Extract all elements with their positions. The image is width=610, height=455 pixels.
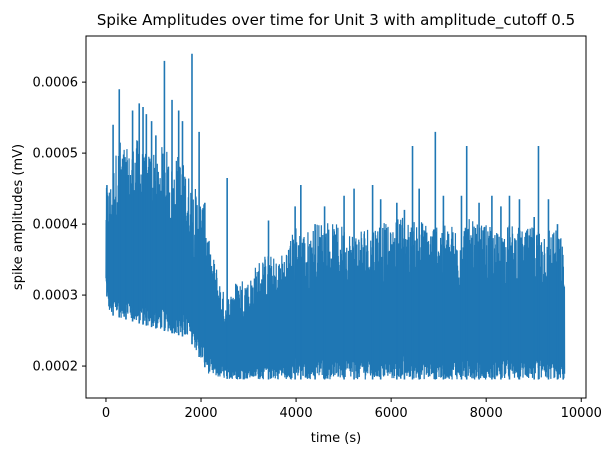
y-tick-label: 0.0003: [33, 289, 79, 304]
axes-frame: [85, 35, 587, 399]
y-tick-label: 0.0002: [33, 360, 79, 375]
y-axis-ticks: 0.0002 0.0003 0.0004 0.0005 0.0006: [33, 76, 86, 375]
x-tick-label: 10000: [561, 406, 602, 421]
x-tick-label: 6000: [375, 406, 408, 421]
x-tick-label: 0: [102, 406, 110, 421]
y-tick-label: 0.0005: [33, 147, 79, 162]
x-tick-label: 4000: [280, 406, 313, 421]
x-tick-label: 8000: [470, 406, 503, 421]
y-tick-label: 0.0004: [33, 218, 79, 233]
chart-title: Spike Amplitudes over time for Unit 3 wi…: [97, 11, 575, 30]
y-tick-label: 0.0006: [33, 76, 79, 91]
y-axis-label: spike amplitudes (mV): [11, 144, 26, 290]
x-axis-label: time (s): [311, 431, 361, 446]
x-axis-ticks: 0 2000 4000 6000 8000 10000: [102, 398, 602, 421]
plot-area: [105, 53, 566, 380]
x-tick-label: 2000: [184, 406, 217, 421]
